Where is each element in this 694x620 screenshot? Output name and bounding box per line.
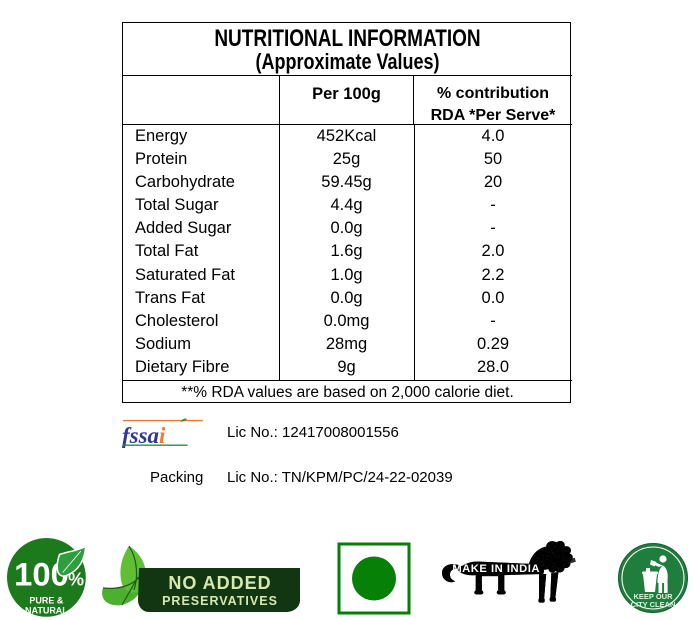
svg-text:MAKE IN INDIA: MAKE IN INDIA: [452, 563, 540, 575]
svg-text:CITY CLEAN: CITY CLEAN: [631, 600, 676, 609]
svg-text:NATURAL: NATURAL: [25, 605, 68, 615]
svg-text:PURE &: PURE &: [29, 596, 64, 606]
svg-text:NO ADDED: NO ADDED: [168, 573, 271, 593]
svg-text:fssai: fssai: [122, 423, 166, 448]
svg-text:PRESERVATIVES: PRESERVATIVES: [162, 594, 278, 608]
